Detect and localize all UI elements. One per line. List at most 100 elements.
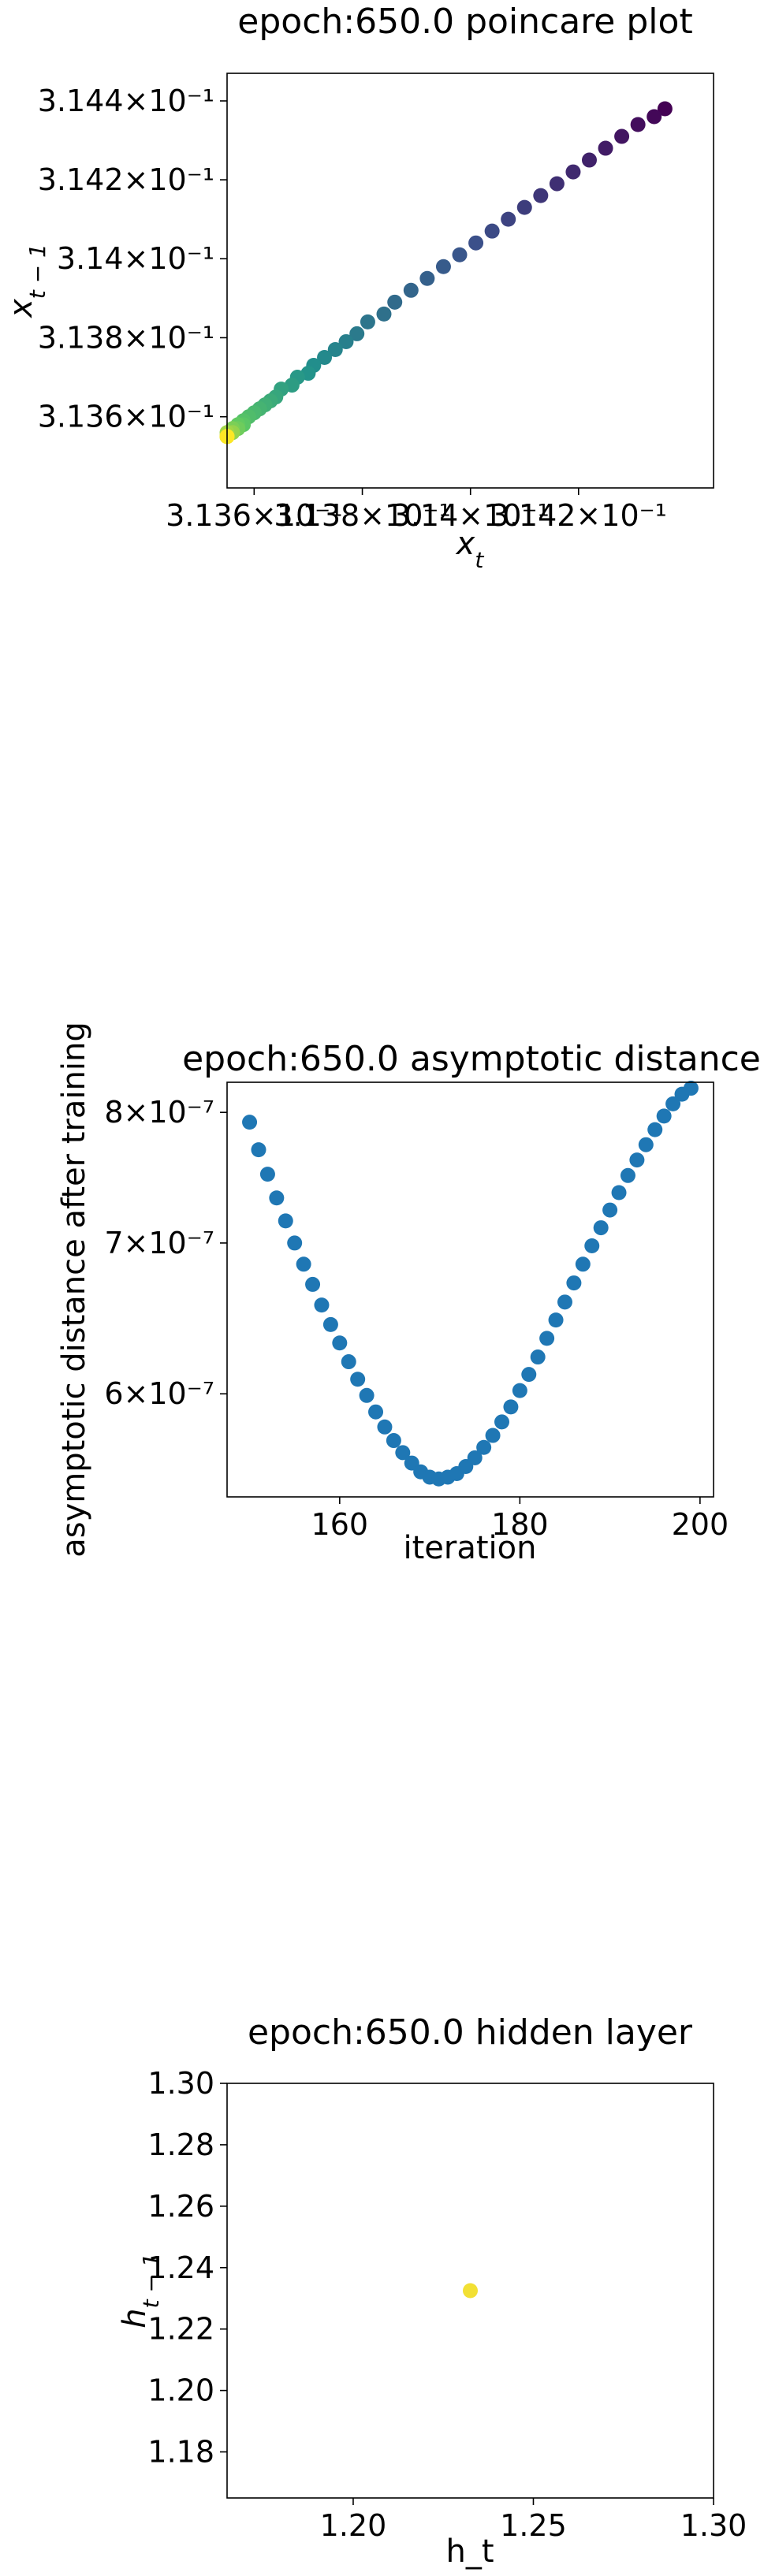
- data-point: [338, 333, 354, 349]
- data-point: [359, 1387, 375, 1403]
- data-point: [611, 1185, 627, 1201]
- y-tick-label: 1.30: [147, 2066, 214, 2101]
- x-tick-label: 3.142×10⁻¹: [490, 498, 667, 533]
- data-point: [683, 1081, 699, 1096]
- data-point: [368, 1404, 384, 1420]
- data-point: [452, 247, 468, 262]
- asymptotic-distance-y-ticks: 6×10⁻⁷ 7×10⁻⁷ 8×10⁻⁷: [104, 1095, 227, 1411]
- poincare-plot-frame: [226, 73, 714, 489]
- y-tick-label: 1.24: [147, 2250, 214, 2285]
- data-point: [387, 294, 403, 310]
- data-point: [476, 1439, 492, 1455]
- x-tick-label: 160: [311, 1507, 369, 1542]
- data-point: [484, 223, 500, 239]
- data-point: [665, 1096, 681, 1111]
- data-point: [557, 1294, 572, 1310]
- poincare-plot-x-ticks: 3.136×10⁻¹3.138×10⁻¹3.14×10⁻¹3.142×10⁻¹: [166, 488, 667, 533]
- y-label-base: x: [3, 299, 39, 319]
- x-tick-label: 1.25: [500, 2508, 567, 2543]
- poincare-plot-y-ticks: 3.136×10⁻¹ 3.138×10⁻¹ 3.14×10⁻¹ 3.142×10⁻¹ 3…: [38, 84, 227, 434]
- data-point: [259, 1167, 275, 1182]
- y-tick-label: 8×10⁻⁷: [104, 1095, 214, 1130]
- y-tick-label: 3.14×10⁻¹: [57, 241, 214, 276]
- data-point: [278, 1213, 293, 1229]
- data-point: [317, 350, 333, 365]
- y-tick-label: 6×10⁻⁷: [104, 1376, 214, 1411]
- hidden-layer-frame: [226, 2083, 714, 2499]
- y-tick-label: 1.22: [147, 2312, 214, 2347]
- x-tick-label: 3.136×10⁻¹: [166, 498, 342, 533]
- y-tick-label: 3.142×10⁻¹: [38, 162, 214, 197]
- data-point: [269, 1190, 285, 1206]
- data-point: [566, 1275, 582, 1291]
- data-point: [435, 259, 451, 274]
- x-label-base: x: [455, 526, 475, 562]
- hidden-layer-x-ticks: 1.20 1.25 1.30: [320, 2498, 747, 2543]
- data-point: [657, 101, 673, 117]
- data-point: [598, 140, 613, 156]
- data-point: [614, 128, 630, 144]
- asymptotic-distance-y-label: asymptotic distance after training: [56, 1022, 92, 1558]
- y-tick-label: 1.20: [147, 2373, 214, 2408]
- y-tick-label: 7×10⁻⁷: [104, 1226, 214, 1260]
- y-tick-label: 3.138×10⁻¹: [38, 320, 214, 355]
- y-tick-label: 1.26: [147, 2189, 214, 2224]
- data-point: [341, 1354, 356, 1370]
- data-point: [581, 152, 597, 168]
- y-tick-label: 1.28: [147, 2127, 214, 2162]
- data-point: [549, 176, 565, 192]
- data-point: [242, 1115, 258, 1130]
- poincare-plot-x-label: xt: [455, 526, 485, 573]
- poincare-plot-points: [219, 101, 673, 445]
- hidden-layer-y-ticks: 1.18 1.20 1.22 1.24 1.26 1.28 1.30: [147, 2066, 227, 2470]
- data-point: [533, 188, 549, 203]
- x-tick-label: 1.20: [320, 2508, 387, 2543]
- data-point: [322, 1316, 338, 1332]
- data-point: [287, 1235, 303, 1251]
- hidden-layer-x-label: h_t: [445, 2533, 494, 2570]
- x-tick-label: 3.138×10⁻¹: [274, 498, 450, 533]
- hidden-layer-points: [463, 2283, 478, 2299]
- data-point: [647, 109, 662, 125]
- data-point: [463, 2283, 478, 2299]
- data-point: [386, 1433, 401, 1449]
- data-point: [565, 164, 581, 180]
- data-point: [630, 117, 646, 132]
- data-point: [494, 1414, 509, 1430]
- poincare-plot: epoch:650.0 poincare plot 3.136×10⁻¹3.13…: [3, 2, 714, 573]
- data-point: [332, 1335, 348, 1351]
- data-point: [602, 1202, 618, 1218]
- x-label-sub: t: [475, 547, 484, 573]
- data-point: [485, 1428, 501, 1443]
- y-tick-label: 3.136×10⁻¹: [38, 400, 214, 434]
- data-point: [638, 1137, 654, 1152]
- data-point: [530, 1349, 546, 1365]
- data-point: [584, 1238, 600, 1253]
- data-point: [647, 1122, 663, 1137]
- data-point: [395, 1445, 411, 1461]
- h-label-sub: t − 1: [138, 2253, 164, 2308]
- x-tick-label: 3.14×10⁻¹: [392, 498, 550, 533]
- x-tick-label: 180: [491, 1507, 549, 1542]
- asymptotic-distance-x-label: iteration: [404, 1530, 537, 1566]
- x-tick-label: 200: [672, 1507, 729, 1542]
- data-point: [360, 314, 375, 329]
- data-point: [521, 1367, 537, 1383]
- data-point: [467, 1450, 483, 1465]
- data-point: [305, 1276, 321, 1292]
- data-point: [377, 1419, 393, 1435]
- poincare-plot-y-label: xt − 1: [3, 244, 50, 319]
- hidden-layer-plot: epoch:650.0 hidden layer 1.20 1.25 1.30 1.…: [117, 2012, 747, 2570]
- data-point: [350, 1372, 366, 1387]
- poincare-plot-title: epoch:650.0 poincare plot: [237, 2, 692, 42]
- y-tick-label: 3.144×10⁻¹: [38, 84, 214, 118]
- data-point: [539, 1331, 555, 1346]
- h-label-base: h: [117, 2308, 153, 2328]
- y-label-sub: t − 1: [24, 244, 50, 299]
- hidden-layer-title: epoch:650.0 hidden layer: [248, 2012, 693, 2053]
- data-point: [327, 341, 343, 357]
- data-point: [503, 1399, 519, 1415]
- data-point: [251, 1142, 266, 1158]
- y-tick-label: 1.18: [147, 2435, 214, 2470]
